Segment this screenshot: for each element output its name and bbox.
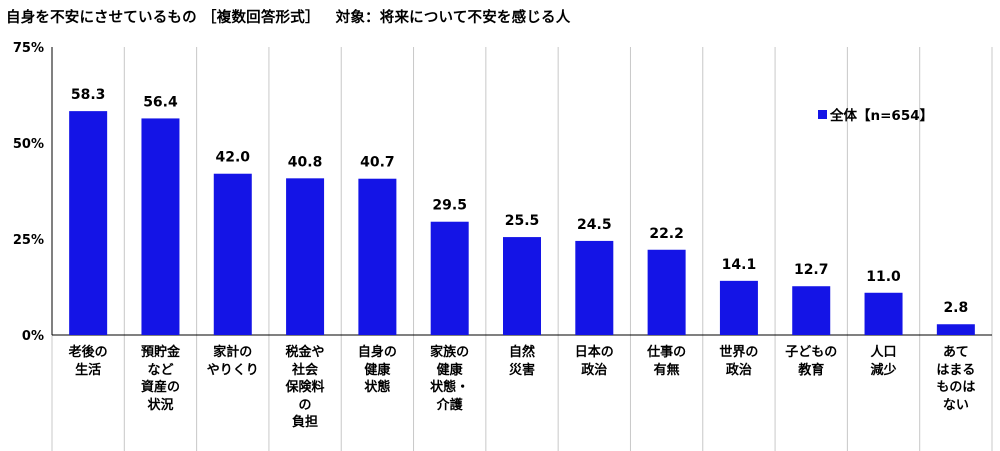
category-label: あてはまるものはない: [920, 344, 992, 414]
category-label-line: 有無: [653, 362, 680, 378]
category-label-line: 世界の: [719, 345, 759, 360]
category-label: 老後の 生活: [52, 344, 124, 379]
bar: [213, 173, 252, 335]
y-tick-label: 0%: [22, 329, 44, 344]
category-label: 自然 災害: [486, 344, 558, 379]
y-tick-label: 75%: [13, 41, 44, 56]
category-label: 自身の 健康 状態: [341, 344, 413, 397]
bar: [430, 221, 469, 335]
data-label: 40.7: [360, 155, 395, 171]
category-label-line: 政治: [725, 362, 752, 378]
category-label: 人口 減少: [848, 344, 920, 379]
bar: [719, 280, 758, 335]
data-label: 40.8: [288, 154, 323, 170]
bar: [286, 178, 325, 335]
category-label-line: ない: [942, 397, 969, 413]
category-label-line: 健康: [436, 362, 463, 378]
bar: [69, 111, 108, 336]
bar: [864, 292, 903, 335]
category-label-line: 家族の: [430, 345, 470, 360]
y-tick-label: 25%: [13, 233, 44, 248]
bar: [141, 118, 180, 335]
category-label-line: はまる: [936, 362, 976, 378]
category-label: 家族の健康状態・介護: [414, 344, 486, 414]
category-label-line: の: [298, 397, 312, 413]
category-label-line: 資産の: [140, 380, 180, 395]
category-label-line: 社会: [292, 362, 319, 378]
category-label-line: 健康: [364, 362, 391, 378]
data-label: 11.0: [866, 269, 901, 285]
category-label-line: など: [147, 362, 174, 378]
category-label-line: あて: [942, 345, 969, 360]
bar: [792, 286, 831, 335]
category-label-line: 介護: [436, 397, 463, 413]
category-label-line: 教育: [798, 362, 825, 378]
chart-title-target: 対象：将来について不安を感じる人: [335, 10, 571, 26]
category-label-line: 保険料: [285, 380, 325, 395]
data-label: 14.1: [722, 257, 757, 273]
category-label-line: ものは: [936, 380, 976, 395]
category-label-line: 預貯金: [140, 345, 180, 360]
category-label-line: 子どもの: [785, 345, 838, 360]
category-label-line: 家計の: [213, 345, 253, 360]
chart-title: 自身を不安にさせているもの ［複数回答形式］ 対象：将来について不安を感じる人: [6, 6, 586, 27]
category-label-line: 老後の: [68, 345, 108, 360]
data-label: 24.5: [577, 217, 612, 233]
data-label: 2.8: [943, 300, 968, 316]
data-label: 42.0: [215, 150, 250, 166]
category-label-line: やりくり: [206, 362, 259, 378]
legend-swatch: [818, 109, 827, 119]
category-label-line: 負担: [292, 415, 319, 430]
category-label: 世界の 政治: [703, 344, 775, 379]
data-label: 25.5: [505, 213, 540, 229]
category-label-line: 仕事の: [647, 345, 687, 360]
data-label: 22.2: [649, 226, 684, 242]
bar: [647, 249, 686, 335]
category-label: 子どもの 教育: [775, 344, 847, 379]
bar: [936, 324, 975, 335]
category-label: 税金や社会保険料の負担: [269, 344, 341, 432]
data-label: 12.7: [794, 262, 829, 278]
category-label-line: 状態: [364, 380, 391, 395]
y-tick-label: 50%: [13, 137, 44, 152]
category-label: 家計の やりくり: [197, 344, 269, 379]
category-label-line: 政治: [581, 362, 608, 378]
category-label-line: 自身の: [357, 345, 397, 360]
category-label: 仕事の 有無: [631, 344, 703, 379]
chart-title-main: 自身を不安にさせているもの ［複数回答形式］: [6, 10, 320, 26]
category-label-line: 状態・: [430, 380, 470, 395]
legend-label: 全体【n=654】: [830, 108, 934, 124]
bar: [575, 240, 614, 335]
category-label-line: 状況: [147, 397, 174, 413]
category-label-line: 税金や: [285, 345, 325, 360]
category-label-line: 日本の: [574, 345, 614, 360]
category-label: 日本の 政治: [558, 344, 630, 379]
category-label-line: 災害: [508, 362, 535, 378]
legend: 全体【n=654】: [818, 104, 933, 124]
category-label-line: 自然: [508, 345, 535, 360]
bar: [503, 237, 541, 335]
category-label: 預貯金など資産の状況: [124, 344, 196, 414]
bar: [358, 178, 397, 335]
data-label: 29.5: [432, 198, 467, 214]
category-label-line: 生活: [75, 362, 102, 378]
data-label: 58.3: [71, 87, 106, 103]
category-label-line: 減少: [870, 362, 897, 378]
category-label-line: 人口: [870, 345, 897, 360]
data-label: 56.4: [143, 94, 178, 110]
